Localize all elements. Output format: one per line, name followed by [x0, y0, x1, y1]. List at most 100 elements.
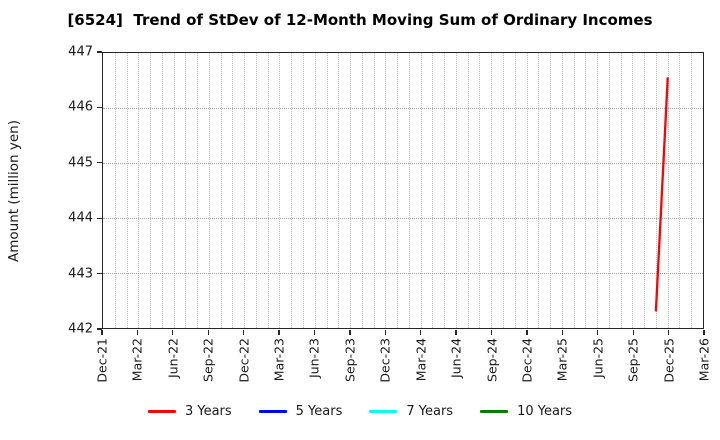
x-tick-mark: [490, 330, 493, 335]
legend-line-sample: [147, 410, 176, 413]
vertical-gridline: [150, 53, 152, 328]
y-tick-mark: [97, 328, 102, 330]
chart-title: [6524] Trend of StDev of 12-Month Moving…: [67, 11, 653, 29]
x-tick-label: Sep-24: [484, 338, 499, 382]
vertical-gridline: [114, 53, 116, 328]
vertical-gridline: [138, 53, 140, 328]
vertical-gridline: [491, 53, 493, 328]
legend-label: 3 Years: [184, 404, 232, 419]
x-tick-label-text: Sep-22: [200, 338, 216, 382]
x-tick-label: Jun-23: [307, 338, 322, 378]
x-axis-labels: Dec-21 Mar-22 Jun-22 Sep-22 Dec-22 Mar-23 Jun-…: [95, 338, 712, 396]
vertical-gridline: [208, 53, 210, 328]
legend-label: 7 Years: [406, 404, 454, 419]
legend-label: 5 Years: [295, 404, 343, 419]
legend-line-sample: [480, 410, 509, 413]
x-tick-label-text: Jun-23: [306, 338, 322, 378]
x-tick-label: Mar-25: [555, 338, 570, 381]
vertical-gridline: [467, 53, 469, 328]
legend-line-sample: [258, 410, 287, 413]
x-tick-label-text: Mar-26: [696, 338, 712, 382]
y-tick-mark: [97, 106, 102, 109]
y-tick-label: 444: [68, 210, 93, 226]
x-tick-label-text: Jun-25: [590, 338, 606, 378]
x-tick-label: Dec-21: [95, 338, 110, 383]
x-tick-label: Mar-24: [413, 338, 428, 381]
vertical-gridline: [608, 53, 610, 328]
x-tick-mark: [703, 330, 705, 335]
vertical-gridline: [185, 53, 187, 328]
vertical-gridline: [526, 53, 528, 328]
vertical-gridline: [161, 53, 163, 328]
y-tick-mark: [97, 162, 102, 164]
legend-line-sample: [369, 410, 398, 413]
horizontal-gridline: [103, 163, 703, 164]
horizontal-gridline: [103, 108, 703, 109]
vertical-gridline: [573, 53, 575, 328]
vertical-gridline: [255, 53, 257, 328]
vertical-gridline: [326, 53, 328, 328]
x-tick-label: Jun-22: [165, 338, 180, 378]
x-tick-mark: [526, 330, 528, 335]
x-tick-label: Dec-22: [236, 338, 251, 383]
x-tick-mark: [207, 330, 209, 335]
vertical-gridline: [350, 53, 352, 328]
vertical-gridline: [303, 53, 304, 328]
x-tick-mark: [172, 330, 174, 335]
vertical-gridline: [373, 53, 375, 328]
horizontal-gridline: [103, 218, 703, 219]
x-tick-label-text: Jun-24: [448, 338, 464, 378]
chart-legend: 3 Years 5 Years 7 Years 10 Years: [0, 404, 720, 419]
vertical-gridline: [644, 53, 646, 328]
x-tick-label-text: Dec-21: [94, 338, 110, 383]
x-tick-mark: [101, 330, 103, 335]
vertical-gridline: [267, 53, 269, 328]
x-tick-label: Dec-23: [378, 338, 393, 383]
vertical-gridline: [538, 53, 540, 328]
x-tick-label-text: Dec-24: [519, 338, 535, 383]
y-tick-label: 445: [68, 155, 93, 171]
vertical-gridline: [361, 53, 363, 328]
x-tick-mark: [242, 330, 245, 335]
x-tick-mark: [632, 330, 634, 335]
x-tick-mark: [561, 330, 563, 335]
y-tick-label: 443: [68, 266, 93, 282]
vertical-gridline: [338, 53, 340, 328]
vertical-gridline: [279, 53, 281, 328]
vertical-gridline: [385, 53, 387, 328]
x-tick-label-text: Mar-22: [129, 338, 145, 382]
vertical-gridline: [432, 53, 434, 328]
vertical-gridline: [691, 53, 693, 328]
x-tick-label: Mar-22: [130, 338, 145, 381]
vertical-gridline: [667, 53, 669, 328]
x-tick-label: Sep-22: [201, 338, 216, 382]
vertical-gridline: [314, 53, 316, 328]
vertical-gridline: [444, 53, 446, 328]
x-tick-label: Jun-25: [590, 338, 605, 378]
vertical-gridline: [503, 53, 504, 328]
vertical-gridline: [514, 53, 516, 328]
vertical-gridline: [232, 53, 234, 328]
x-tick-mark: [420, 330, 422, 335]
vertical-gridline: [197, 53, 199, 328]
series-line-3-years: [654, 77, 669, 312]
vertical-gridline: [655, 53, 657, 328]
x-tick-label-text: Mar-23: [271, 338, 287, 382]
x-tick-label-text: Jun-22: [165, 338, 181, 378]
x-tick-label: Jun-24: [449, 338, 464, 378]
vertical-gridline: [597, 53, 599, 328]
vertical-gridline: [679, 53, 681, 328]
x-tick-label-text: Mar-25: [554, 338, 570, 382]
x-tick-label-text: Sep-24: [484, 338, 500, 382]
series-lines-layer: [654, 77, 669, 312]
vertical-gridline: [561, 53, 563, 328]
vertical-gridline: [291, 53, 293, 328]
x-tick-label-text: Sep-23: [342, 338, 358, 382]
vertical-gridline: [126, 53, 128, 328]
x-tick-label-text: Dec-22: [236, 338, 252, 383]
x-tick-label-text: Sep-25: [625, 338, 641, 382]
vertical-gridline: [620, 53, 622, 328]
y-tick-mark: [97, 272, 102, 275]
x-tick-mark: [597, 330, 599, 335]
